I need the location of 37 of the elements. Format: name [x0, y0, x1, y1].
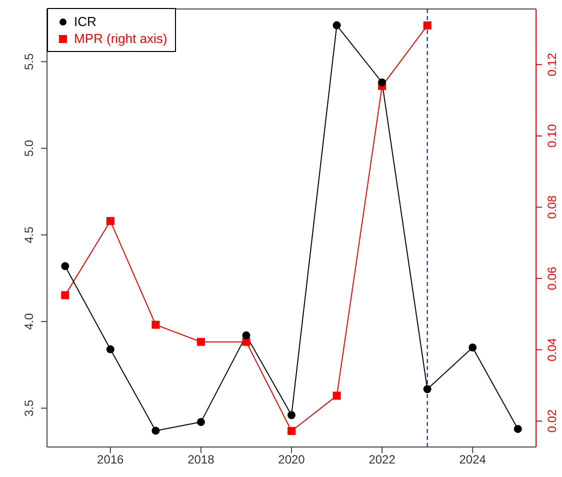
point	[378, 78, 386, 86]
point	[423, 385, 432, 394]
legend-label: MPR (right axis)	[74, 30, 168, 47]
point	[152, 426, 160, 435]
point	[61, 291, 70, 300]
x-tick-label: 2022	[368, 452, 396, 467]
point	[288, 426, 296, 435]
y2-tick-label: 0.10	[545, 124, 559, 148]
point	[61, 262, 70, 270]
point	[152, 320, 160, 329]
point	[106, 217, 114, 226]
y-tick-label: 4.0	[22, 312, 36, 330]
x-tick-label: 2018	[188, 452, 215, 467]
point	[514, 424, 522, 433]
point	[288, 411, 296, 420]
y2-tick-label: 0.06	[545, 266, 559, 290]
x-tick-label: 2024	[459, 452, 486, 467]
y-tick-label: 3.5	[22, 400, 36, 417]
y-tick-label: 4.5	[22, 226, 36, 244]
legend-label: ICR	[74, 13, 96, 30]
point	[423, 21, 432, 30]
x-tick-label: 2016	[97, 452, 124, 467]
y2-tick-label: 0.02	[545, 408, 559, 433]
point	[468, 344, 477, 352]
y2-tick-label: 0.12	[545, 52, 559, 76]
y2-tick-label: 0.08	[545, 195, 559, 219]
point	[242, 331, 250, 340]
point	[332, 21, 341, 30]
point	[106, 345, 114, 354]
point	[242, 338, 250, 346]
y-tick-label: 5.0	[22, 140, 36, 157]
point	[332, 392, 341, 400]
y2-tick-label: 0.04	[545, 338, 559, 362]
y-tick-label: 5.5	[22, 53, 36, 70]
point	[196, 338, 205, 346]
x-tick-label: 2020	[278, 452, 306, 467]
point	[196, 418, 205, 426]
